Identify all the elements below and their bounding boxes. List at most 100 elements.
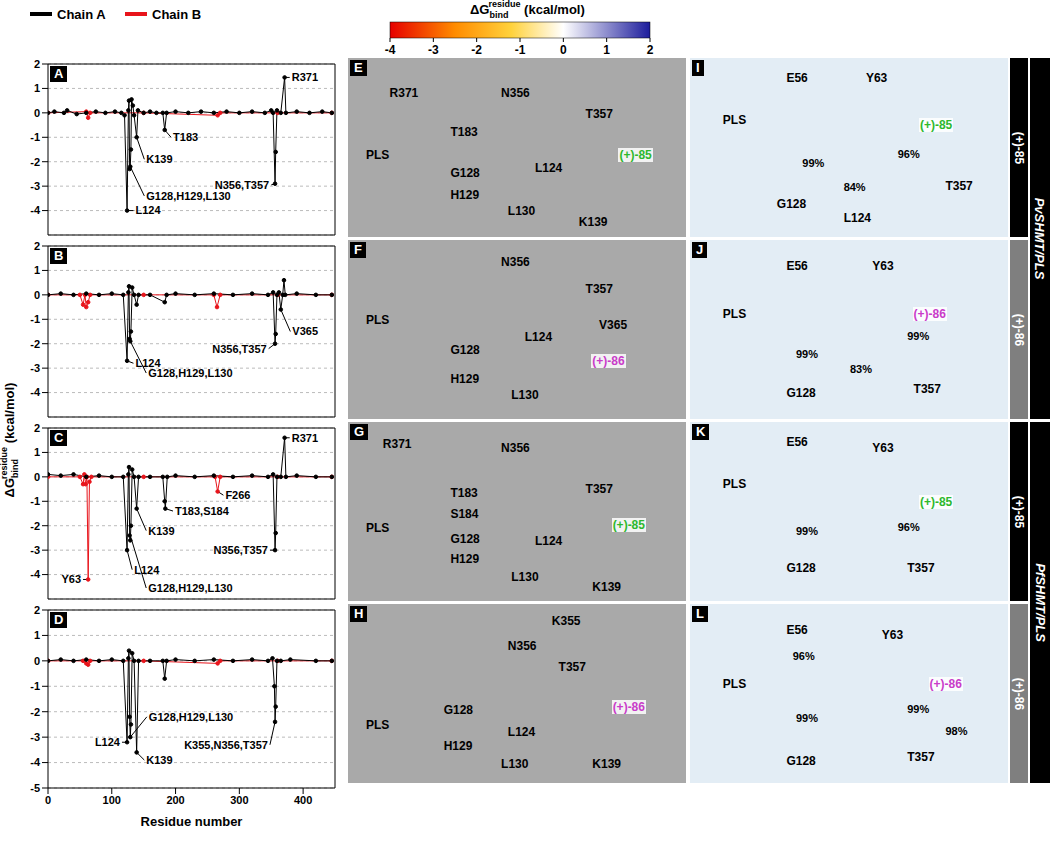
html-text:H129: H129 xyxy=(450,187,480,202)
svg-text:0: 0 xyxy=(560,43,567,57)
svg-text:0: 0 xyxy=(34,471,40,483)
html-text:R371: R371 xyxy=(382,437,412,452)
svg-text:-3: -3 xyxy=(30,362,40,374)
html-text:L130: L130 xyxy=(511,387,539,402)
svg-text:1: 1 xyxy=(34,82,40,94)
svg-text:200: 200 xyxy=(166,794,184,806)
svg-text:-2: -2 xyxy=(30,338,40,350)
svg-text:-1: -1 xyxy=(515,43,526,57)
html-text:T183: T183 xyxy=(450,485,478,500)
svg-text:0: 0 xyxy=(34,655,40,667)
svg-text:2: 2 xyxy=(34,604,40,616)
svg-text:2: 2 xyxy=(34,58,40,70)
html-text:K139: K139 xyxy=(578,214,608,229)
html-text:G128: G128 xyxy=(450,532,480,547)
svg-text:1: 1 xyxy=(34,446,40,458)
svg-text:Chain B: Chain B xyxy=(152,7,201,22)
html-text:S184: S184 xyxy=(450,507,479,522)
html-text:Residue number: Residue number xyxy=(140,814,243,829)
svg-text:N356,T357: N356,T357 xyxy=(212,343,266,355)
svg-text:-4: -4 xyxy=(30,756,41,768)
svg-text:Y63: Y63 xyxy=(61,573,81,585)
html-text:N356: N356 xyxy=(501,440,530,455)
svg-text:-4: -4 xyxy=(30,386,41,398)
html-text:V365: V365 xyxy=(599,317,628,332)
svg-text:300: 300 xyxy=(230,794,248,806)
svg-text:1: 1 xyxy=(34,264,40,276)
svg-text:F266: F266 xyxy=(225,489,250,501)
html-text:PLS: PLS xyxy=(365,717,390,732)
html-text:R371: R371 xyxy=(389,85,419,100)
svg-text:R371: R371 xyxy=(292,432,318,444)
svg-text:G128,H129,L130: G128,H129,L130 xyxy=(146,190,230,202)
svg-text:400: 400 xyxy=(294,794,312,806)
svg-text:-2: -2 xyxy=(30,156,40,168)
html-text:H129: H129 xyxy=(450,371,480,386)
html-text:T183: T183 xyxy=(450,125,478,140)
html-text:PLS: PLS xyxy=(365,148,390,163)
svg-text:T183: T183 xyxy=(173,131,198,143)
html-text:L124: L124 xyxy=(524,330,553,345)
html-text:L130: L130 xyxy=(511,569,539,584)
svg-text:ΔGbindresidue (kcal/mol): ΔGbindresidue (kcal/mol) xyxy=(0,383,20,498)
html-text:T357: T357 xyxy=(585,282,613,297)
html-text:K355: K355 xyxy=(551,613,581,628)
html-text:N356: N356 xyxy=(501,85,530,100)
svg-text:2: 2 xyxy=(34,422,40,434)
svg-text:ΔGbindresidue (kcal/mol): ΔGbindresidue (kcal/mol) xyxy=(470,0,585,20)
html-text:T357: T357 xyxy=(585,107,613,122)
html-text:L124: L124 xyxy=(534,533,563,548)
svg-text:-4: -4 xyxy=(30,568,41,580)
svg-text:2: 2 xyxy=(647,43,654,57)
svg-text:K139: K139 xyxy=(146,754,172,766)
svg-text:-3: -3 xyxy=(428,43,439,57)
svg-text:-5: -5 xyxy=(30,782,40,794)
svg-text:K139: K139 xyxy=(148,525,174,537)
svg-text:0: 0 xyxy=(34,289,40,301)
html-text:G128: G128 xyxy=(450,166,480,181)
svg-text:-2: -2 xyxy=(471,43,482,57)
svg-text:G128,H129,L130: G128,H129,L130 xyxy=(148,582,232,594)
html-text:PLS: PLS xyxy=(365,312,390,327)
html-text:(+)-86: (+)-86 xyxy=(592,353,625,368)
svg-text:-3: -3 xyxy=(30,731,40,743)
html-text:(+)-85: (+)-85 xyxy=(612,517,645,532)
html-text:(+)-85: (+)-85 xyxy=(619,148,652,163)
html-text:T357: T357 xyxy=(558,660,586,675)
svg-text:0: 0 xyxy=(45,794,51,806)
svg-text:Chain A: Chain A xyxy=(57,7,106,22)
svg-text:T183,S184: T183,S184 xyxy=(175,505,230,517)
svg-text:-1: -1 xyxy=(30,495,40,507)
html-text:L130: L130 xyxy=(507,203,536,218)
svg-text:1: 1 xyxy=(34,629,40,641)
html-text:PLS: PLS xyxy=(365,521,390,536)
svg-text:-2: -2 xyxy=(30,520,40,532)
svg-text:L124: L124 xyxy=(135,204,161,216)
svg-text:100: 100 xyxy=(103,794,121,806)
svg-text:N356,T357: N356,T357 xyxy=(214,544,268,556)
svg-text:1: 1 xyxy=(603,43,610,57)
svg-text:2: 2 xyxy=(34,240,40,252)
svg-text:K139: K139 xyxy=(146,153,172,165)
svg-text:-3: -3 xyxy=(30,180,40,192)
svg-text:L124: L124 xyxy=(134,564,160,576)
html-text:PvSHMT/PLS: PvSHMT/PLS xyxy=(1032,197,1048,280)
html-text:N356: N356 xyxy=(501,255,530,270)
svg-text:-2: -2 xyxy=(30,706,40,718)
svg-text:V365: V365 xyxy=(292,325,318,337)
svg-text:-3: -3 xyxy=(30,544,40,556)
svg-text:-1: -1 xyxy=(30,313,40,325)
svg-text:L124: L124 xyxy=(95,736,121,748)
svg-text:G128,H129,L130: G128,H129,L130 xyxy=(148,367,232,379)
html-text:H129: H129 xyxy=(450,551,480,566)
svg-text:G128,H129,L130: G128,H129,L130 xyxy=(149,711,233,723)
svg-text:-1: -1 xyxy=(30,131,40,143)
html-text:PfSHMT/PLS: PfSHMT/PLS xyxy=(1032,563,1048,642)
svg-text:-1: -1 xyxy=(30,680,40,692)
svg-text:K355,N356,T357: K355,N356,T357 xyxy=(184,739,268,751)
svg-text:0: 0 xyxy=(34,107,40,119)
svg-text:R371: R371 xyxy=(292,71,318,83)
svg-text:-4: -4 xyxy=(30,204,41,216)
svg-text:-4: -4 xyxy=(385,43,396,57)
html-text:K139: K139 xyxy=(592,580,621,595)
